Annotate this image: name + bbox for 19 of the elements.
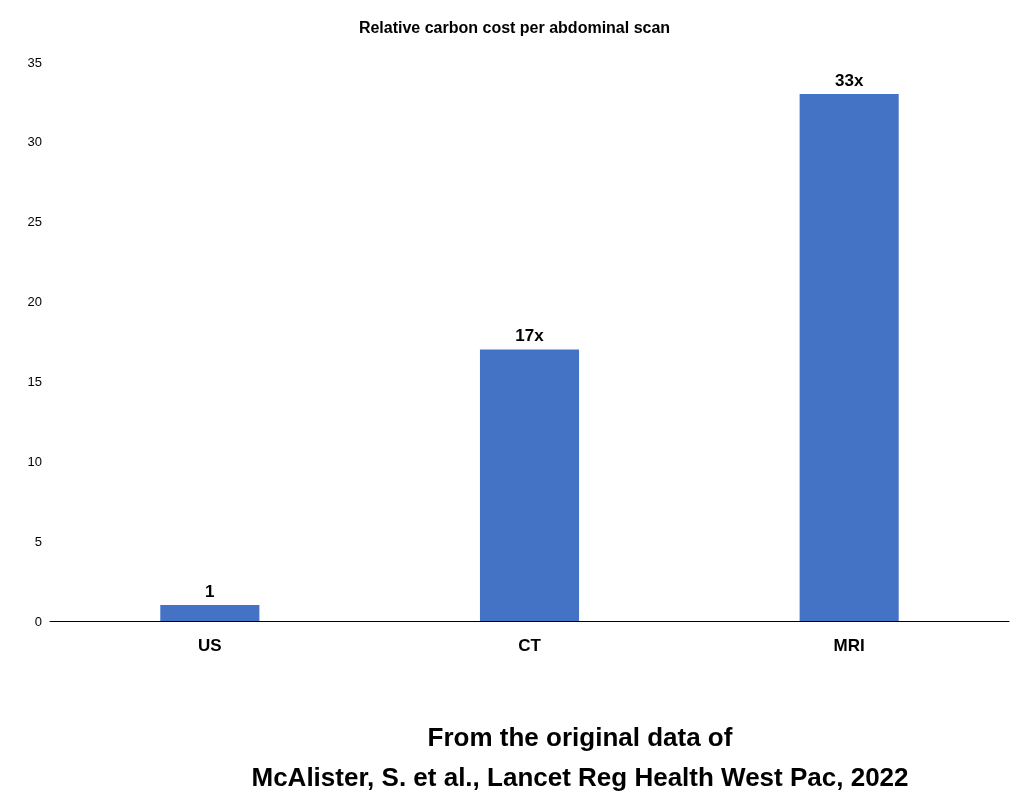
- x-tick-label: US: [198, 636, 222, 655]
- data-label: 17x: [515, 326, 545, 346]
- bar: [479, 349, 580, 621]
- y-tick-label: 30: [27, 134, 42, 150]
- y-tick-label: 0: [34, 613, 42, 629]
- y-tick-label: 5: [34, 533, 42, 549]
- y-tick-label: 35: [27, 54, 42, 70]
- x-tick-label: MRI: [833, 636, 865, 655]
- y-tick-label: 20: [27, 294, 42, 310]
- chart-title: Relative carbon cost per abdominal scan: [358, 18, 671, 36]
- text: From the original data of McAlister, S. et al., Lancet Reg Health West Pac, 2022: [251, 722, 909, 792]
- y-tick-label: 25: [27, 214, 42, 230]
- x-tick-label: CT: [518, 636, 542, 655]
- bar: [799, 93, 899, 621]
- y-tick-label: 10: [27, 453, 42, 469]
- y-tick-label: 15: [27, 373, 42, 389]
- bar: [160, 605, 260, 621]
- data-label: 33x: [834, 70, 864, 90]
- data-label: 1: [205, 582, 215, 602]
